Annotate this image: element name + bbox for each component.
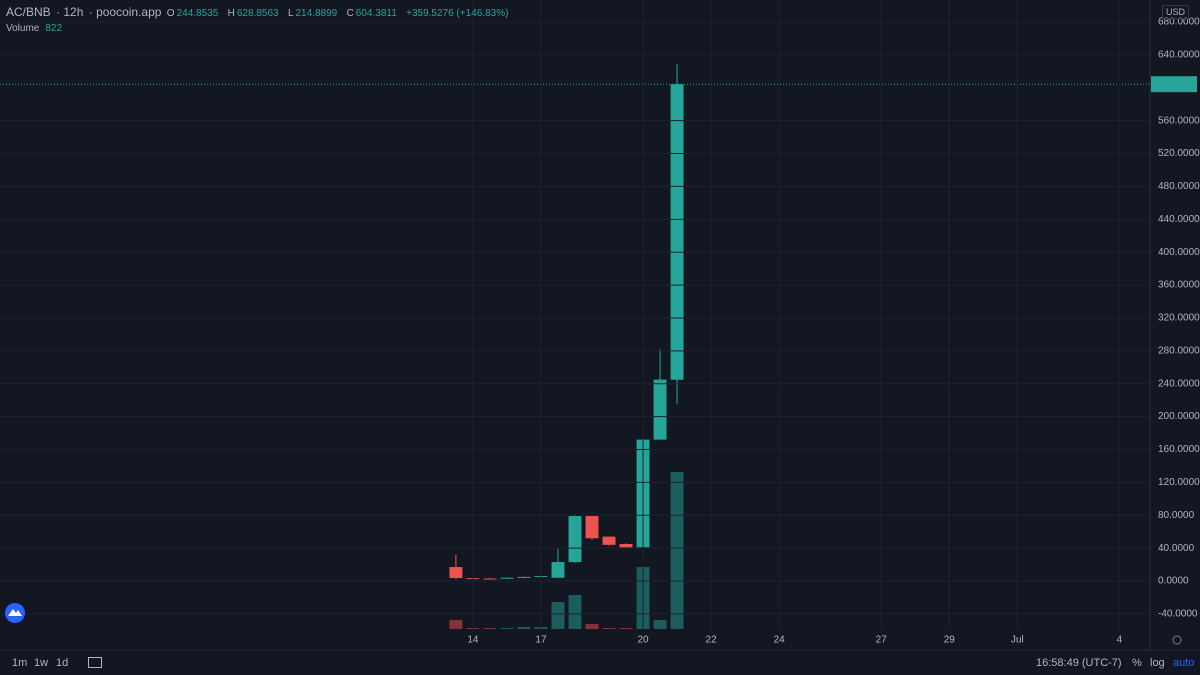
logo-icon: [8, 609, 22, 616]
y-tick-label: 400.0000: [1158, 247, 1200, 258]
volume-bar: [602, 628, 616, 629]
volume-value: 822: [45, 23, 63, 34]
volume-bar: [449, 620, 463, 629]
ohlc-key: H: [227, 8, 235, 19]
volume-bar: [483, 628, 497, 629]
y-tick-label: 200.0000: [1158, 411, 1200, 422]
y-tick-label: 120.0000: [1158, 477, 1200, 488]
clock: 16:58:49 (UTC-7): [1036, 657, 1122, 669]
timeframe[interactable]: 1d: [56, 657, 69, 669]
scale-button[interactable]: auto: [1173, 657, 1195, 669]
x-tick-label: 29: [944, 635, 956, 646]
x-tick-label: Jul: [1011, 635, 1024, 646]
volume-bar: [619, 628, 633, 629]
scale-button[interactable]: %: [1132, 657, 1142, 669]
ohlc-key: L: [287, 8, 294, 19]
y-tick-label: 80.0000: [1158, 510, 1195, 521]
ohlc-value: 214.8899: [295, 8, 338, 19]
timeframe[interactable]: 1w: [34, 657, 49, 669]
volume-bar: [551, 602, 565, 629]
y-tick-label: 440.0000: [1158, 214, 1200, 225]
y-tick-label: 0.0000: [1158, 576, 1189, 587]
y-tick-label: 280.0000: [1158, 345, 1200, 356]
range-icon[interactable]: [88, 657, 102, 668]
y-tick-label: -40.0000: [1158, 609, 1198, 620]
ohlc-value: 628.8563: [236, 8, 279, 19]
y-tick-label: 680.0000: [1158, 17, 1200, 28]
y-tick-label: 360.0000: [1158, 280, 1200, 291]
source: poocoin.app: [96, 5, 162, 19]
price-label-box: [1151, 76, 1197, 93]
ohlc-value: 604.3811: [355, 8, 397, 19]
volume-title: Volume: [6, 23, 40, 34]
x-tick-label: 14: [467, 635, 479, 646]
toolbar: 1m 1w 1d 16:58:49 (UTC-7) % log auto: [0, 651, 1200, 675]
legend-header: AC/BNB · 12h · poocoin.app O 244.8535 H 62…: [6, 5, 509, 19]
candle-body: [483, 578, 497, 580]
change: +359.5276 (+146.83%): [406, 8, 509, 19]
y-tick-label: 520.0000: [1158, 148, 1200, 159]
currency[interactable]: USD: [1162, 5, 1190, 19]
scale-button[interactable]: log: [1150, 657, 1165, 669]
y-tick-label: 160.0000: [1158, 444, 1200, 455]
x-tick-label: 17: [535, 635, 547, 646]
x-tick-label: 20: [637, 635, 649, 646]
y-tick-label: 640.0000: [1158, 50, 1200, 61]
y-tick-label: 320.0000: [1158, 313, 1200, 324]
y-tick-label: 480.0000: [1158, 181, 1200, 192]
ohlc-key: O: [166, 8, 175, 19]
timeframe[interactable]: 1m: [12, 657, 28, 669]
interval[interactable]: 12h: [63, 5, 84, 19]
x-tick-label: 27: [876, 635, 888, 646]
ohlc-value: 244.8535: [176, 8, 219, 19]
volume-bar: [568, 595, 582, 629]
volume-bar: [670, 472, 684, 629]
volume-bar: [653, 620, 667, 629]
volume-bar: [500, 628, 514, 629]
symbol: AC/BNB: [6, 5, 51, 19]
x-tick-label: 4: [1117, 635, 1123, 646]
x-tick-label: 24: [774, 635, 786, 646]
y-tick-label: 40.0000: [1158, 543, 1195, 554]
volume-bar: [517, 627, 531, 629]
settings-icon[interactable]: [1172, 635, 1182, 645]
x-tick-label: 22: [706, 635, 718, 646]
ohlc-key: C: [346, 8, 354, 19]
volume-legend: Volume 822: [6, 23, 62, 34]
volume-bar: [585, 624, 599, 629]
y-tick-label: 240.0000: [1158, 378, 1200, 389]
y-tick-label: 560.0000: [1158, 115, 1200, 126]
